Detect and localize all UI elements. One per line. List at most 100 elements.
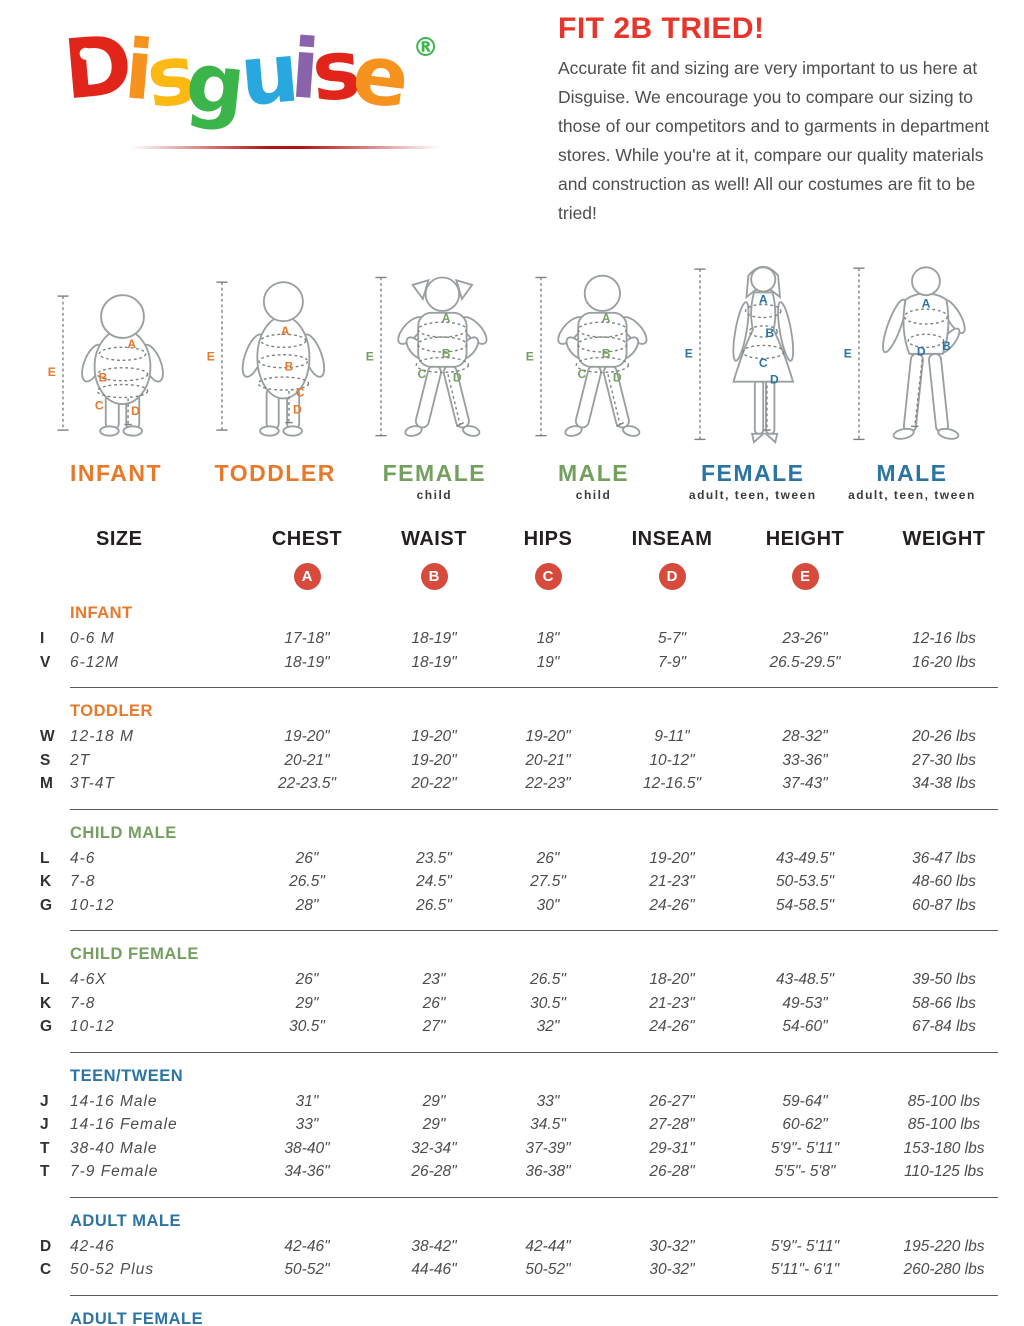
hips-cell: 30" [536, 896, 560, 914]
height-cell: 43-49.5" [775, 849, 835, 867]
figure-label: MALE [557, 460, 630, 487]
header: Disguise ® FIT 2B TRIED! Accurate fit and… [0, 0, 1024, 228]
weight-cell: 58-66 lbs [912, 994, 976, 1012]
height-cell: 28-32" [782, 728, 828, 746]
size-cell: 4-6X [70, 971, 107, 989]
height-cell: 50-53.5" [775, 873, 835, 891]
row-tag: I [40, 630, 45, 648]
figure-row: E A B C D INFANT E [0, 228, 1024, 502]
table-section-adult-female: ADULT FEMALEN4-633-35"24-26"35-37"26-28"… [40, 1310, 998, 1326]
height-cell: 33-36" [782, 751, 828, 769]
size-cell: 0-6 M [70, 630, 115, 648]
intro-title: FIT 2B TRIED! [558, 12, 765, 45]
registered-mark-icon: ® [412, 33, 439, 63]
table-row: T 7-9 Female 34-36" 26-28" 36-38" 26-28" 5'5"-… [40, 1160, 998, 1184]
waist-cell: 27" [422, 1018, 446, 1036]
height-cell: 5'11"- 6'1" [770, 1261, 840, 1279]
size-cell: 3T-4T [70, 775, 115, 793]
waist-cell: 20-22" [411, 775, 457, 793]
hips-cell: 37-39" [525, 1139, 571, 1157]
inseam-cell: 21-23" [649, 873, 695, 891]
table-row: V 6-12M 18-19" 18-19" 19" 7-9" 26.5-29.5" 16-20… [40, 651, 998, 675]
hips-cell: 33" [536, 1092, 560, 1110]
section-title: INFANT [70, 604, 133, 623]
height-cell: 26.5-29.5" [769, 653, 841, 671]
chest-cell: 29" [295, 994, 319, 1012]
inseam-cell: 18-20" [649, 971, 695, 989]
col-header-hips: HIPS [523, 528, 573, 551]
table-row: K 7-8 26.5" 24.5" 27.5" 21-23" 50-53.5" 48-60 l… [40, 870, 998, 894]
waist-marker-b: B [442, 347, 451, 361]
hips-cell: 30.5" [530, 994, 566, 1012]
size-table: SIZE CHEST WAIST HIPS INSEAM HEIGHT WEIG… [0, 502, 1024, 1326]
inseam-cell: 26-27" [649, 1092, 695, 1110]
waist-cell: 24.5" [416, 873, 452, 891]
hips-marker-c: C [577, 367, 586, 381]
section-title: CHILD MALE [70, 823, 177, 842]
table-section-child-male: CHILD MALE L 4-6 26" 23.5" 26" 19-20" 43-49.5" 3… [40, 824, 998, 918]
logo-letter: e [347, 26, 408, 127]
chest-cell: 38-40" [284, 1139, 330, 1157]
height-cell: 37-43" [782, 775, 828, 793]
figure-sublabel: adult, teen, tween [848, 488, 976, 503]
chest-cell: 17-18" [284, 630, 330, 648]
size-cell: 10-12 [70, 896, 115, 914]
marker-badge-d: D [658, 563, 686, 591]
inseam-cell: 30-32" [649, 1237, 695, 1255]
hips-marker-c: C [418, 367, 427, 381]
height-cell: 54-58.5" [775, 896, 835, 914]
row-tag: S [40, 751, 51, 769]
hips-cell: 34.5" [530, 1116, 566, 1134]
figure-child-female: E A B C D FEMALE child [358, 244, 510, 502]
height-cell: 5'5"- 5'8" [774, 1163, 836, 1181]
toddler-illustration: E A B C D [207, 281, 326, 437]
marker-badge-e: E [791, 563, 819, 591]
hips-marker-c: C [296, 386, 305, 400]
inseam-cell: 29-31" [649, 1139, 695, 1157]
height-marker-e: E [685, 347, 693, 361]
hips-cell: 26.5" [530, 971, 566, 989]
chest-cell: 18-19" [284, 653, 330, 671]
logo-letter: u [236, 25, 296, 126]
inseam-cell: 21-23" [649, 994, 695, 1012]
waist-cell: 18-19" [411, 630, 457, 648]
row-tag: G [40, 896, 53, 914]
inseam-marker-d: D [612, 371, 621, 385]
hips-cell: 36-38" [525, 1163, 571, 1181]
figure-label: FEMALE [382, 460, 487, 487]
size-cell: 50-52 Plus [70, 1261, 155, 1279]
inseam-cell: 12-16.5" [642, 775, 702, 793]
inseam-marker-d: D [293, 403, 302, 417]
height-cell: 54-60" [782, 1018, 828, 1036]
row-tag: G [40, 1018, 53, 1036]
size-cell: 7-8 [70, 873, 96, 891]
marker-row: A B C D E [40, 563, 998, 591]
brand-logo: Disguise ® [60, 10, 500, 228]
weight-cell: 195-220 lbs [903, 1237, 985, 1255]
marker-badge-c: C [534, 563, 562, 591]
chest-cell: 42-46" [284, 1237, 330, 1255]
hips-cell: 32" [536, 1018, 560, 1036]
table-row: I 0-6 M 17-18" 18-19" 18" 5-7" 23-26" 12-16 lbs [40, 627, 998, 651]
section-divider [70, 1294, 998, 1296]
weight-cell: 39-50 lbs [912, 971, 976, 989]
row-tag: D [40, 1237, 52, 1255]
waist-cell: 19-20" [411, 751, 457, 769]
height-marker-e: E [366, 350, 374, 364]
logo-letter: g [181, 34, 243, 135]
section-title: ADULT FEMALE [70, 1309, 204, 1326]
chest-cell: 50-52" [284, 1261, 330, 1279]
table-row: L 4-6X 26" 23" 26.5" 18-20" 43-48.5" 39-50 lbs [40, 968, 998, 992]
waist-cell: 23" [422, 971, 446, 989]
chest-marker-a: A [601, 311, 610, 325]
figure-sublabel: child [416, 488, 453, 503]
height-marker-e: E [207, 350, 215, 364]
table-row: K 7-8 29" 26" 30.5" 21-23" 49-53" 58-66 lbs [40, 992, 998, 1016]
figure-adult-male: E A B D MALE adult, teen, tween [836, 244, 988, 502]
section-divider [70, 930, 998, 932]
chest-cell: 20-21" [284, 751, 330, 769]
figure-label: FEMALE [700, 460, 805, 487]
waist-cell: 19-20" [411, 728, 457, 746]
weight-cell: 60-87 lbs [912, 896, 976, 914]
size-cell: 6-12M [70, 653, 119, 671]
